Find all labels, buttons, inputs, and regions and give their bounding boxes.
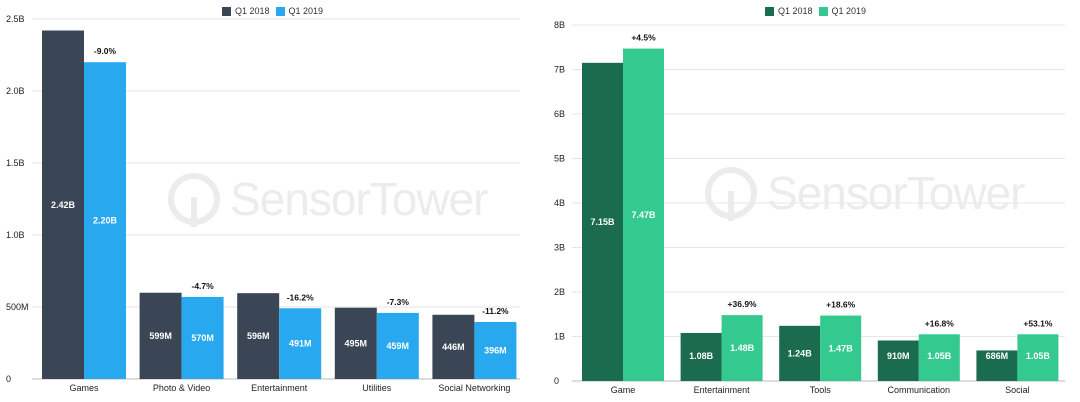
bar-value-label: 396M — [484, 345, 507, 355]
y-tick-label: 8B — [554, 20, 565, 30]
bar-chart-left: 0 500M 1.0B 1.5B 2.0B 2.5B 2.42B 2.20B -9.0% Game… — [6, 14, 520, 393]
bar-q1-2018 — [237, 293, 280, 379]
legend-left: Q1 2018 Q1 2019 — [222, 3, 323, 19]
category-label: Game — [611, 385, 636, 395]
chart-panel-left: Q1 2018 Q1 2019 SensorTower 0 500M 1.0B 1.5… — [0, 0, 540, 402]
legend-swatch — [222, 6, 231, 16]
bar-value-label: 910M — [887, 351, 910, 361]
bar-q1-2018 — [680, 332, 722, 381]
bar-value-label: 1.08B — [689, 351, 714, 361]
legend-label: Q1 2018 — [235, 6, 270, 16]
bar-q1-2019 — [376, 312, 419, 379]
y-tick-label: 1.0B — [6, 230, 25, 240]
bar-q1-2019 — [820, 315, 862, 381]
bar-q1-2019 — [623, 48, 664, 382]
category-label: Games — [69, 383, 99, 393]
legend-item-q1-2018: Q1 2018 — [765, 6, 813, 16]
legend-swatch — [765, 6, 774, 16]
bar-q1-2018 — [334, 307, 377, 379]
category-label: Entertainment — [694, 385, 751, 395]
legend-item-q1-2019: Q1 2019 — [818, 6, 867, 16]
legend-right: Q1 2018 Q1 2019 — [765, 3, 866, 19]
category-label: Social — [1005, 385, 1030, 395]
change-label: +53.1% — [1023, 318, 1053, 328]
bar-q1-2018 — [432, 314, 475, 379]
bar-q1-2018 — [779, 325, 821, 381]
y-tick-label: 7B — [554, 65, 565, 75]
bar-value-label: 2.42B — [51, 200, 76, 210]
bar-value-label: 1.48B — [730, 343, 755, 353]
category-label: Utilities — [362, 383, 392, 393]
legend-swatch — [818, 6, 828, 16]
bar-q1-2019 — [918, 334, 960, 381]
bar-q1-2019 — [474, 321, 517, 379]
bar-value-label: 446M — [442, 342, 465, 352]
change-label: -16.2% — [287, 292, 314, 302]
bar-q1-2018 — [582, 62, 623, 381]
bar-q1-2019 — [721, 315, 763, 381]
legend-swatch — [275, 6, 285, 16]
legend-label: Q1 2018 — [778, 6, 813, 16]
change-label: +18.6% — [826, 300, 856, 310]
bar-chart-right: 0 1B 2B 3B 4B 5B 6B 7B 8B 7.15B 7.47B +4.5% Game 1.08… — [554, 20, 1065, 395]
category-label: Social Networking — [438, 383, 510, 393]
bar-value-label: 495M — [345, 338, 368, 348]
y-tick-label: 0 — [6, 374, 11, 384]
change-label: -9.0% — [94, 46, 117, 56]
y-tick-label: 2.0B — [6, 86, 25, 96]
bar-value-label: 2.20B — [93, 216, 118, 226]
change-label: +16.8% — [925, 318, 955, 328]
bar-q1-2019 — [84, 62, 126, 379]
change-label: +36.9% — [728, 299, 758, 309]
bar-value-label: 596M — [247, 331, 270, 341]
bar-value-label: 7.15B — [590, 217, 615, 227]
change-label: -7.3% — [387, 297, 410, 307]
legend-item-q1-2019: Q1 2019 — [275, 6, 324, 16]
bar-value-label: 1.24B — [788, 348, 813, 358]
bar-q1-2018 — [976, 350, 1018, 381]
y-tick-label: 0 — [554, 376, 559, 386]
change-label: -4.7% — [191, 281, 214, 291]
y-tick-label: 2B — [554, 287, 565, 297]
bar-value-label: 459M — [387, 341, 410, 351]
y-tick-label: 2.5B — [6, 14, 25, 24]
category-label: Tools — [810, 385, 832, 395]
legend-label: Q1 2019 — [831, 6, 867, 16]
bar-q1-2019 — [181, 296, 224, 379]
category-label: Entertainment — [251, 383, 308, 393]
y-tick-label: 4B — [554, 198, 565, 208]
bar-value-label: 1.05B — [927, 351, 952, 361]
change-label: -11.2% — [482, 306, 509, 316]
y-tick-label: 1.5B — [6, 158, 25, 168]
change-label: +4.5% — [631, 33, 656, 43]
legend-item-q1-2018: Q1 2018 — [222, 6, 270, 16]
y-tick-label: 1B — [554, 332, 565, 342]
category-label: Communication — [888, 385, 951, 395]
bar-q1-2018 — [877, 340, 919, 381]
bar-value-label: 686M — [986, 351, 1009, 361]
bar-value-label: 7.47B — [631, 210, 656, 220]
bar-q1-2018 — [139, 292, 182, 379]
bar-q1-2018 — [42, 30, 84, 380]
chart-panel-right: Q1 2018 Q1 2019 SensorTower 0 1B 2B 3B 4B 5B 6… — [540, 0, 1080, 402]
bar-value-label: 1.05B — [1026, 351, 1051, 361]
bar-value-label: 599M — [149, 331, 172, 341]
bar-value-label: 491M — [289, 339, 312, 349]
legend-label: Q1 2019 — [288, 6, 324, 16]
y-tick-label: 3B — [554, 243, 565, 253]
y-tick-label: 5B — [554, 154, 565, 164]
y-tick-label: 6B — [554, 109, 565, 119]
bar-q1-2019 — [279, 308, 322, 379]
bar-value-label: 1.47B — [829, 343, 854, 353]
bar-value-label: 570M — [191, 333, 214, 343]
bar-q1-2019 — [1017, 334, 1059, 381]
category-label: Photo & Video — [153, 383, 210, 393]
y-tick-label: 500M — [6, 302, 29, 312]
